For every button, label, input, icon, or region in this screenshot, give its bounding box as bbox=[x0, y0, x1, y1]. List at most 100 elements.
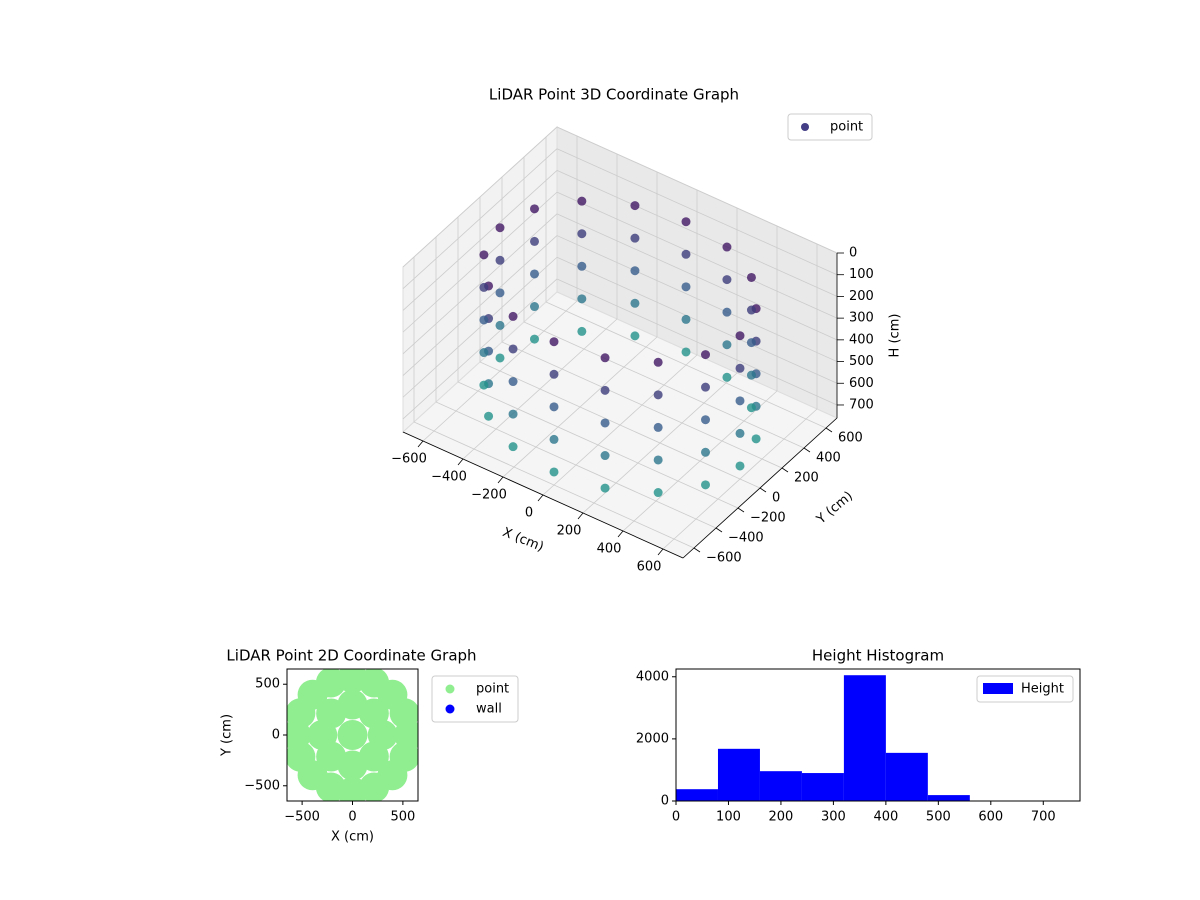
point bbox=[722, 242, 732, 252]
point bbox=[495, 288, 505, 298]
point bbox=[479, 250, 489, 260]
x-tick-label: 500 bbox=[926, 810, 951, 825]
legend: point bbox=[787, 113, 873, 141]
z-tick-label: 200 bbox=[849, 289, 874, 304]
grid-line bbox=[435, 401, 717, 529]
tick-mark bbox=[825, 427, 833, 433]
grid-line bbox=[479, 361, 761, 489]
point bbox=[577, 229, 587, 239]
y-tick-label: −600 bbox=[706, 551, 742, 566]
x-tick-label: 0 bbox=[348, 810, 356, 825]
x-tick-label: −500 bbox=[284, 810, 320, 825]
point bbox=[549, 337, 559, 347]
legend-frame bbox=[976, 675, 1074, 703]
tick-mark bbox=[737, 507, 745, 513]
tick-mark bbox=[497, 476, 504, 484]
point bbox=[701, 350, 710, 360]
grid-line bbox=[402, 278, 558, 420]
point bbox=[735, 331, 745, 341]
point bbox=[653, 422, 663, 432]
y-axis bbox=[682, 417, 838, 559]
point bbox=[549, 467, 559, 477]
tick-mark bbox=[457, 458, 464, 466]
point bbox=[549, 402, 559, 412]
point bbox=[630, 201, 640, 211]
point bbox=[722, 275, 732, 285]
z-tick-label: 0 bbox=[849, 246, 857, 261]
x-tick-label: 700 bbox=[1031, 810, 1056, 825]
tick-mark bbox=[693, 547, 701, 553]
point bbox=[508, 442, 518, 452]
legend-marker bbox=[445, 684, 455, 694]
grid-line bbox=[556, 278, 838, 406]
point bbox=[751, 434, 761, 444]
point bbox=[701, 382, 710, 392]
x-tick-label: 500 bbox=[390, 810, 415, 825]
point bbox=[653, 357, 663, 367]
tick-mark bbox=[715, 527, 723, 533]
point bbox=[495, 320, 505, 330]
point bbox=[701, 480, 710, 490]
legend-label: point bbox=[830, 120, 863, 135]
point bbox=[722, 340, 732, 350]
y-axis-label: Y (cm) bbox=[220, 714, 235, 757]
x-tick-label: 300 bbox=[821, 810, 846, 825]
tick-mark bbox=[657, 548, 664, 556]
point bbox=[681, 217, 691, 227]
point bbox=[549, 369, 559, 379]
tick-mark bbox=[617, 530, 624, 538]
point bbox=[530, 204, 539, 214]
point bbox=[746, 305, 756, 315]
chart-title: LiDAR Point 3D Coordinate Graph bbox=[489, 86, 739, 104]
bar bbox=[717, 748, 760, 801]
point bbox=[653, 390, 663, 400]
point bbox=[495, 353, 505, 363]
point bbox=[337, 720, 368, 750]
legend-frame bbox=[787, 113, 873, 141]
z-tick-label: 100 bbox=[849, 267, 874, 282]
x-tick-label: −600 bbox=[391, 452, 427, 467]
point bbox=[600, 353, 610, 363]
point bbox=[577, 196, 587, 206]
y-tick-label: 0 bbox=[772, 491, 780, 506]
x-axis-label: X (cm) bbox=[500, 525, 545, 555]
grid-line bbox=[556, 213, 838, 341]
y-tick-label: −500 bbox=[244, 778, 280, 793]
x-tick-label: 100 bbox=[716, 810, 741, 825]
grid-line bbox=[402, 256, 558, 398]
point bbox=[577, 294, 587, 304]
point bbox=[530, 302, 539, 312]
point bbox=[681, 314, 691, 324]
point bbox=[530, 236, 539, 246]
legend-label: point bbox=[476, 682, 509, 697]
point bbox=[722, 307, 732, 317]
axes-frame bbox=[675, 668, 1081, 802]
x-tick-label: 400 bbox=[597, 542, 622, 557]
legend-marker bbox=[801, 123, 809, 131]
point bbox=[681, 249, 691, 259]
grid-line bbox=[402, 235, 558, 376]
point bbox=[508, 311, 518, 321]
y-tick-label: 600 bbox=[838, 431, 863, 446]
y-tick-label: 2000 bbox=[636, 731, 669, 746]
tick-mark bbox=[759, 487, 767, 493]
grid-line bbox=[402, 170, 558, 311]
z-tick-label: 700 bbox=[849, 397, 874, 412]
point bbox=[530, 269, 539, 279]
x-tick-label: 0 bbox=[525, 506, 533, 521]
point bbox=[746, 403, 756, 413]
grid-line bbox=[501, 341, 783, 469]
point bbox=[735, 396, 745, 406]
point bbox=[484, 411, 494, 421]
z-axis-label: H (cm) bbox=[888, 314, 903, 358]
point bbox=[577, 261, 587, 271]
x-tick-label: 200 bbox=[557, 524, 582, 539]
tick-mark bbox=[803, 447, 811, 453]
grid-line bbox=[523, 321, 805, 449]
tick-mark bbox=[537, 494, 544, 502]
y-tick-label: −400 bbox=[728, 531, 764, 546]
bar bbox=[759, 771, 802, 801]
x-tick-label: 0 bbox=[672, 810, 680, 825]
point bbox=[746, 272, 756, 282]
x-tick-label: 400 bbox=[873, 810, 898, 825]
